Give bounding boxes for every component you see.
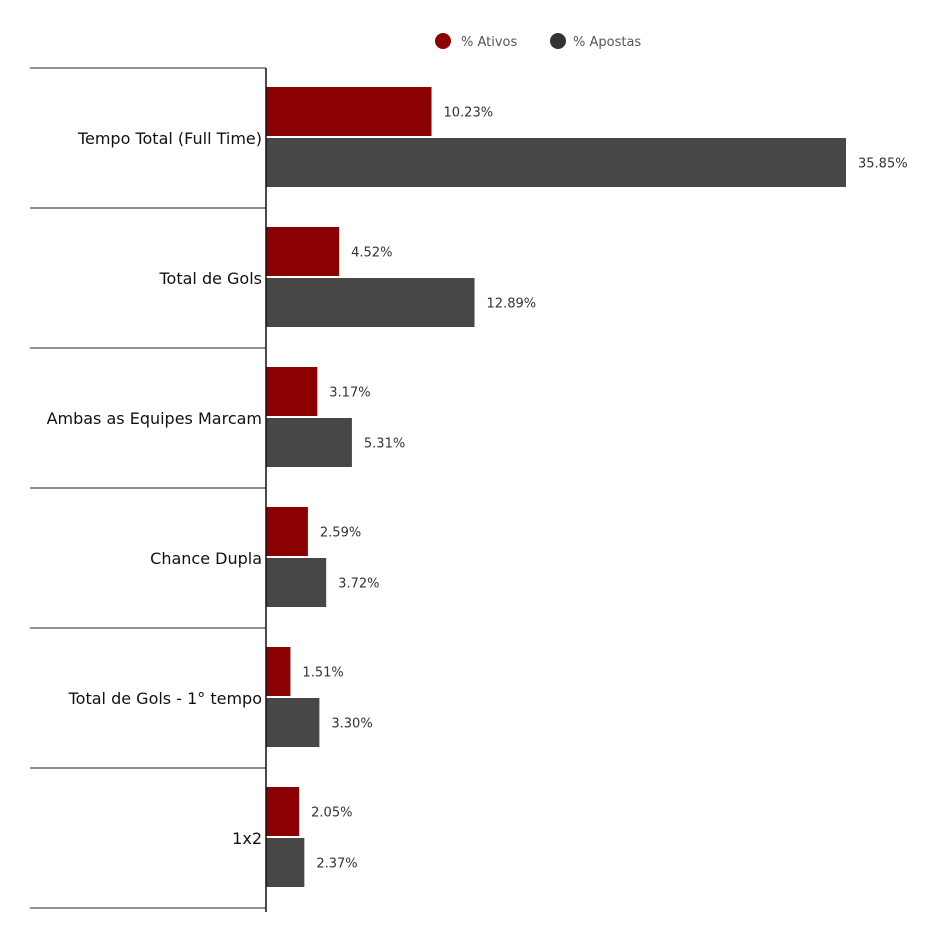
- category-label-total-de-gols-1-tempo: Total de Gols - 1° tempo: [68, 689, 262, 708]
- category-label-chance-dupla: Chance Dupla: [150, 549, 262, 568]
- legend-marker-ativos: [435, 33, 451, 49]
- data-label-apostas-total-de-gols-1-tempo: 3.30%: [331, 717, 372, 732]
- bar-apostas-1x2: [266, 838, 305, 887]
- bar-ativos-total-de-gols-1-tempo: [266, 647, 291, 696]
- bar-apostas-ambas-as-equipes-marcam: [266, 418, 352, 467]
- bars: [266, 87, 846, 887]
- legend-label-ativos: % Ativos: [461, 35, 518, 50]
- data-label-apostas-total-de-gols: 12.89%: [487, 297, 537, 312]
- data-label-ativos-chance-dupla: 2.59%: [320, 526, 361, 541]
- bar-ativos-1x2: [266, 787, 300, 836]
- labels: Tempo Total (Full Time) 10.23% 35.85% Total…: [47, 106, 908, 872]
- data-label-apostas-ambas-as-equipes-marcam: 5.31%: [364, 437, 405, 452]
- data-label-apostas-tempo-total-full-time: 35.85%: [858, 157, 908, 172]
- category-separators: [30, 67, 266, 909]
- bar-apostas-tempo-total-full-time: [266, 138, 846, 187]
- category-label-1x2: 1x2: [232, 829, 262, 848]
- bar-ativos-ambas-as-equipes-marcam: [266, 367, 318, 416]
- data-label-ativos-1x2: 2.05%: [311, 806, 352, 821]
- data-label-ativos-total-de-gols: 4.52%: [351, 246, 392, 261]
- data-label-ativos-tempo-total-full-time: 10.23%: [444, 106, 494, 121]
- legend-label-apostas: % Apostas: [573, 35, 641, 50]
- data-label-apostas-1x2: 2.37%: [316, 857, 357, 872]
- bar-apostas-total-de-gols: [266, 278, 475, 327]
- data-label-ativos-total-de-gols-1-tempo: 1.51%: [302, 666, 343, 681]
- bar-ativos-tempo-total-full-time: [266, 87, 432, 136]
- bar-apostas-total-de-gols-1-tempo: [266, 698, 320, 747]
- data-label-ativos-ambas-as-equipes-marcam: 3.17%: [329, 386, 370, 401]
- bar-ativos-chance-dupla: [266, 507, 308, 556]
- category-label-total-de-gols: Total de Gols: [158, 269, 262, 288]
- legend-marker-apostas: [550, 33, 566, 49]
- legend: % Ativos % Apostas: [435, 33, 641, 50]
- bar-ativos-total-de-gols: [266, 227, 340, 276]
- category-label-tempo-total-full-time: Tempo Total (Full Time): [77, 129, 262, 148]
- data-label-apostas-chance-dupla: 3.72%: [338, 577, 379, 592]
- bar-apostas-chance-dupla: [266, 558, 327, 607]
- category-label-ambas-as-equipes-marcam: Ambas as Equipes Marcam: [47, 409, 262, 428]
